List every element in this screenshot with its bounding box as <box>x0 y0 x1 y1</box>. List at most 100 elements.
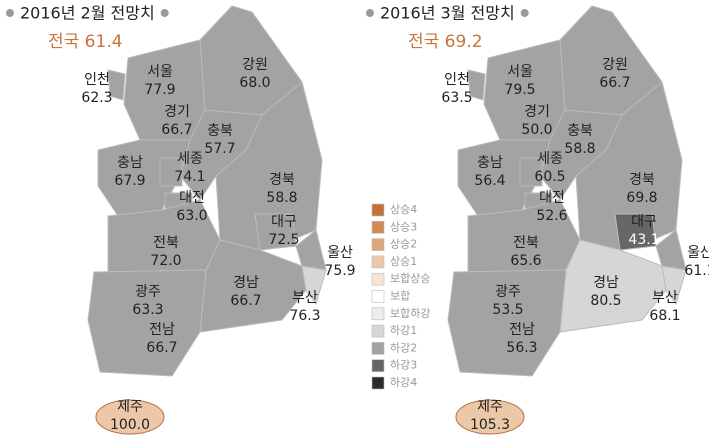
region-name: 전북 <box>513 235 539 251</box>
region-value: 57.7 <box>204 141 235 157</box>
region-value: 76.3 <box>289 308 320 324</box>
region-value: 56.4 <box>474 173 505 189</box>
region-shape <box>301 265 327 306</box>
region-shape <box>215 81 323 251</box>
region-name: 경기 <box>524 104 550 120</box>
legend-swatch <box>371 290 385 303</box>
national-value: 전국 61.4 <box>48 32 123 52</box>
region-value: 61.1 <box>684 263 709 279</box>
map-title: 2016년 2월 전망치 <box>20 4 155 23</box>
region-value: 69.8 <box>626 190 657 206</box>
region-name: 울산 <box>687 245 709 261</box>
region-shape <box>87 269 207 377</box>
title-dot <box>160 9 169 17</box>
region-value: 68.1 <box>649 308 680 324</box>
legend-swatch <box>371 307 385 321</box>
region-name: 부산 <box>292 290 318 306</box>
region-value: 66.7 <box>599 75 630 91</box>
region-value: 65.6 <box>510 253 541 269</box>
title-dot <box>366 9 374 17</box>
region-name: 경남 <box>593 275 619 291</box>
region-name: 강원 <box>602 57 628 73</box>
region-shape <box>519 157 543 187</box>
region-name: 울산 <box>327 245 353 261</box>
region-value: 67.9 <box>114 173 145 189</box>
region-value: 74.1 <box>174 169 205 185</box>
region-name: 인천 <box>84 72 110 88</box>
national-value: 전국 69.2 <box>408 32 483 52</box>
region-value: 50.0 <box>521 122 552 138</box>
region-shape <box>159 157 183 187</box>
legend-swatch <box>371 324 385 338</box>
legend-swatch <box>371 238 385 251</box>
region-name: 경북 <box>269 172 295 188</box>
region-name: 인천 <box>444 72 470 88</box>
region-name: 광주 <box>495 284 521 300</box>
region-value: 58.8 <box>266 190 297 206</box>
region-name: 서울 <box>507 64 533 80</box>
region-name: 경기 <box>164 104 190 120</box>
region-name: 서울 <box>147 64 173 80</box>
title-dot <box>520 9 529 17</box>
region-value: 75.9 <box>324 263 355 279</box>
region-value: 58.8 <box>564 141 595 157</box>
region-name: 광주 <box>135 284 161 300</box>
legend-label: 하강4 <box>390 375 417 389</box>
legend-label: 상승4 <box>390 203 417 216</box>
region-name: 대구 <box>271 214 297 230</box>
legend-label: 보합하강 <box>390 306 430 320</box>
region-name: 충남 <box>117 155 143 171</box>
region-name: 대구 <box>631 214 657 230</box>
region-name: 충북 <box>567 123 593 139</box>
region-value: 56.3 <box>506 340 537 356</box>
region-value: 62.3 <box>81 90 112 106</box>
region-name: 전남 <box>149 322 175 338</box>
legend-label: 하강2 <box>390 340 417 354</box>
legend-label: 상승1 <box>390 255 417 268</box>
region-name: 제주 <box>117 399 143 415</box>
region-value: 66.7 <box>146 340 177 356</box>
legend-label: 상승3 <box>390 220 417 233</box>
region-name: 전북 <box>153 235 179 251</box>
region-name: 대전 <box>179 190 205 206</box>
region-name: 경남 <box>233 275 259 291</box>
region-shape <box>661 265 687 306</box>
region-name: 강원 <box>242 57 268 73</box>
region-shape <box>467 69 486 101</box>
legend-swatch <box>371 342 385 355</box>
legend-swatch <box>371 359 385 373</box>
region-value: 63.5 <box>441 90 472 106</box>
region-shape <box>107 69 126 101</box>
region-shape <box>455 399 525 435</box>
region-name: 전남 <box>509 322 535 338</box>
region-value: 68.0 <box>239 75 270 91</box>
region-value: 72.5 <box>268 232 299 248</box>
region-value: 53.5 <box>492 302 523 318</box>
region-value: 66.7 <box>230 293 261 309</box>
legend-label: 상승2 <box>390 238 417 251</box>
legend-swatch <box>371 255 385 269</box>
region-shape <box>575 81 683 251</box>
region-value: 63.0 <box>176 208 207 224</box>
title-dot <box>6 9 14 17</box>
legend-label: 하강3 <box>390 358 417 372</box>
region-value: 43.1 <box>628 232 659 248</box>
legend-swatch <box>371 272 385 286</box>
region-value: 80.5 <box>590 293 621 309</box>
legend-swatch <box>371 376 385 390</box>
region-value: 63.3 <box>132 302 163 318</box>
region-shape <box>95 399 165 435</box>
region-name: 세종 <box>537 151 563 167</box>
region-name: 대전 <box>539 190 565 206</box>
region-name: 충북 <box>207 123 233 139</box>
legend-label: 보합 <box>390 290 410 303</box>
region-name: 세종 <box>177 151 203 167</box>
region-name: 충남 <box>477 155 503 171</box>
legend-label: 보합상승 <box>390 272 430 285</box>
region-value: 52.6 <box>536 208 567 224</box>
region-name: 부산 <box>652 290 678 306</box>
legend-swatch <box>371 221 385 234</box>
